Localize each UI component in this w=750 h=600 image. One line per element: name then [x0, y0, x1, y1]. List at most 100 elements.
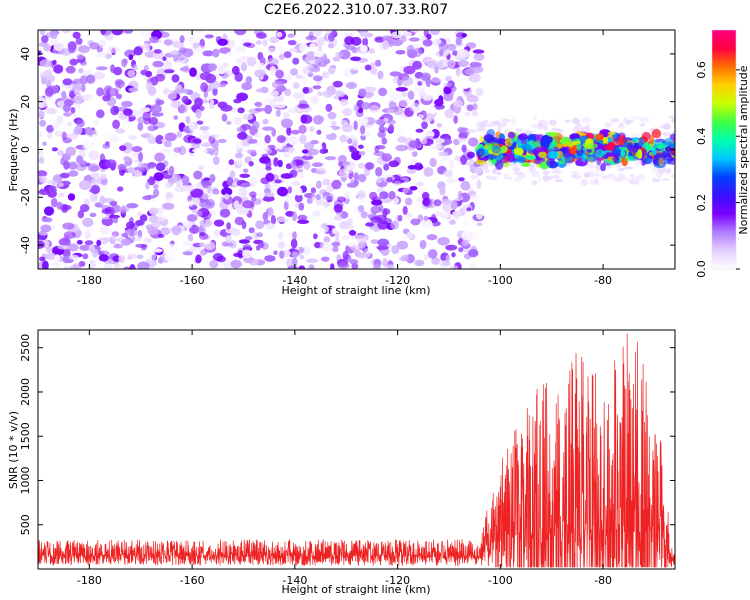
heatmap-cell: [123, 30, 133, 34]
heatmap-cell: [51, 147, 58, 152]
colorbar-tick-label: 0.2: [695, 194, 708, 212]
heatmap-cell: [629, 174, 635, 178]
heatmap-cell: [344, 191, 350, 200]
heatmap-cell: [43, 44, 52, 52]
heatmap-cell: [457, 59, 470, 68]
heatmap-cell: [476, 209, 483, 220]
heatmap-cell: [194, 97, 203, 108]
heatmap-cell: [148, 207, 159, 215]
heatmap-cell: [665, 168, 672, 173]
heatmap-cell: [73, 94, 84, 104]
heatmap-cell: [160, 227, 171, 236]
heatmap-cell: [403, 65, 416, 75]
heatmap-cell: [236, 92, 249, 102]
heatmap-cell: [224, 241, 234, 248]
heatmap-cell: [237, 249, 244, 259]
heatmap-cell: [287, 186, 293, 194]
heatmap-cell: [40, 51, 49, 56]
heatmap-cell: [438, 260, 452, 268]
colorbar-scale: [712, 30, 736, 269]
heatmap-cell: [38, 109, 46, 118]
heatmap-cell: [137, 122, 144, 131]
heatmap-cell: [554, 178, 563, 183]
heatmap-cell: [414, 30, 420, 33]
heatmap-cell: [103, 132, 112, 138]
heatmap-cell: [309, 126, 315, 133]
heatmap-cell: [389, 71, 402, 77]
heatmap-cell: [142, 111, 151, 122]
heatmap-cell: [206, 185, 212, 194]
heatmap-cell: [593, 177, 599, 184]
heatmap-cell: [351, 66, 363, 71]
heatmap-cell: [130, 235, 143, 242]
heatmap-cell: [253, 198, 262, 205]
heatmap-cell: [171, 225, 182, 236]
heatmap-cell: [466, 207, 472, 212]
heatmap-cell: [422, 192, 430, 200]
heatmap-cell: [262, 195, 275, 202]
heatmap-cell: [453, 115, 458, 124]
heatmap-cell: [38, 130, 43, 139]
heatmap-cell: [583, 172, 591, 178]
heatmap-cell: [350, 179, 355, 184]
heatmap-cell: [129, 264, 136, 269]
heatmap-cell: [664, 137, 673, 145]
bottom-x-axis: -180 -160 -140 -120 -100 -80: [77, 330, 612, 587]
heatmap-cell: [163, 140, 172, 148]
heatmap-cell: [508, 176, 513, 180]
heatmap-cell: [396, 240, 409, 250]
heatmap-cell: [364, 86, 377, 93]
heatmap-cell: [570, 174, 576, 178]
heatmap-cell: [556, 143, 564, 149]
heatmap-cell: [278, 46, 286, 57]
heatmap-cell: [395, 131, 403, 136]
heatmap-cell: [499, 122, 507, 128]
heatmap-cell: [345, 82, 357, 89]
heatmap-cell: [445, 75, 452, 82]
heatmap-cell: [242, 113, 254, 121]
heatmap-cell: [191, 188, 204, 198]
y-tick-label: 1500: [19, 422, 32, 450]
heatmap-cell: [473, 53, 485, 61]
heatmap-cell: [195, 254, 202, 264]
heatmap-cell: [164, 252, 177, 262]
heatmap-cell: [376, 245, 389, 251]
heatmap-cell: [346, 224, 354, 230]
colorbar-tick-label: 0.4: [695, 127, 708, 145]
heatmap-cell: [421, 121, 428, 130]
heatmap-cell: [229, 170, 236, 179]
heatmap-cell: [68, 43, 76, 54]
heatmap-cell: [101, 227, 112, 234]
heatmap-cell: [404, 197, 413, 206]
heatmap-cell: [113, 244, 124, 249]
top-y-axis-label: Frequency (Hz): [7, 109, 20, 192]
heatmap-cell: [542, 124, 549, 131]
heatmap-cell: [427, 249, 438, 259]
heatmap-cell: [335, 231, 340, 240]
heatmap-cell: [104, 53, 112, 59]
heatmap-cell: [351, 150, 362, 161]
heatmap-cell: [52, 59, 57, 66]
heatmap-cell: [213, 219, 225, 227]
heatmap-cell: [125, 221, 136, 229]
heatmap-cell: [455, 160, 462, 165]
heatmap-cell: [248, 161, 254, 167]
heatmap-cell: [315, 194, 321, 200]
heatmap-cell: [337, 263, 350, 269]
heatmap-cell: [107, 45, 120, 54]
heatmap-cell: [264, 104, 273, 115]
heatmap-cell: [119, 145, 127, 152]
heatmap-cell: [378, 87, 388, 97]
heatmap-cell: [290, 160, 297, 168]
heatmap-cell: [476, 179, 482, 189]
heatmap-cell: [65, 65, 76, 74]
heatmap-cell: [39, 119, 47, 127]
heatmap-cell: [127, 69, 136, 78]
heatmap-cell: [314, 241, 321, 249]
heatmap-cell: [238, 187, 248, 197]
heatmap-cell: [530, 171, 540, 177]
heatmap-marks: [38, 30, 675, 269]
heatmap-cell: [302, 246, 311, 256]
heatmap-cell: [397, 136, 407, 144]
heatmap-cell: [459, 79, 471, 90]
